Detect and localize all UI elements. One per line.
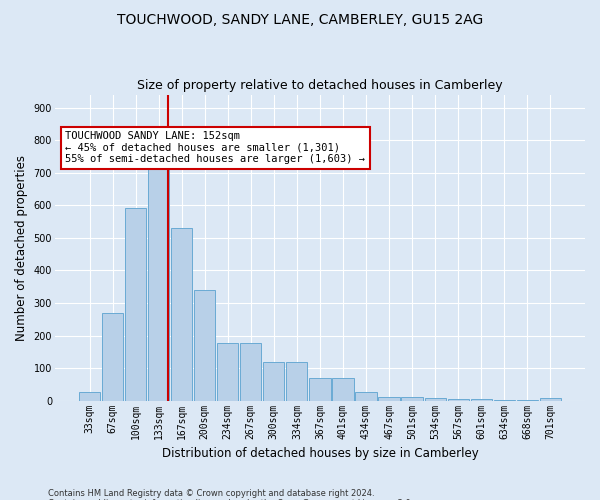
- Text: Contains public sector information licensed under the Open Government Licence v3: Contains public sector information licen…: [48, 498, 413, 500]
- Bar: [355, 392, 377, 400]
- Bar: [286, 362, 307, 401]
- Title: Size of property relative to detached houses in Camberley: Size of property relative to detached ho…: [137, 79, 503, 92]
- Text: TOUCHWOOD, SANDY LANE, CAMBERLEY, GU15 2AG: TOUCHWOOD, SANDY LANE, CAMBERLEY, GU15 2…: [117, 12, 483, 26]
- Bar: [79, 392, 100, 400]
- X-axis label: Distribution of detached houses by size in Camberley: Distribution of detached houses by size …: [161, 447, 478, 460]
- Bar: [540, 398, 561, 400]
- Bar: [470, 399, 492, 400]
- Bar: [125, 208, 146, 400]
- Bar: [448, 399, 469, 400]
- Bar: [102, 312, 123, 400]
- Bar: [171, 228, 192, 400]
- Text: TOUCHWOOD SANDY LANE: 152sqm
← 45% of detached houses are smaller (1,301)
55% of: TOUCHWOOD SANDY LANE: 152sqm ← 45% of de…: [65, 132, 365, 164]
- Bar: [379, 398, 400, 400]
- Bar: [425, 398, 446, 400]
- Bar: [401, 398, 422, 400]
- Bar: [217, 342, 238, 400]
- Bar: [310, 378, 331, 400]
- Bar: [148, 160, 169, 400]
- Bar: [240, 342, 262, 400]
- Bar: [263, 362, 284, 401]
- Y-axis label: Number of detached properties: Number of detached properties: [15, 154, 28, 340]
- Text: Contains HM Land Registry data © Crown copyright and database right 2024.: Contains HM Land Registry data © Crown c…: [48, 488, 374, 498]
- Bar: [332, 378, 353, 400]
- Bar: [194, 290, 215, 401]
